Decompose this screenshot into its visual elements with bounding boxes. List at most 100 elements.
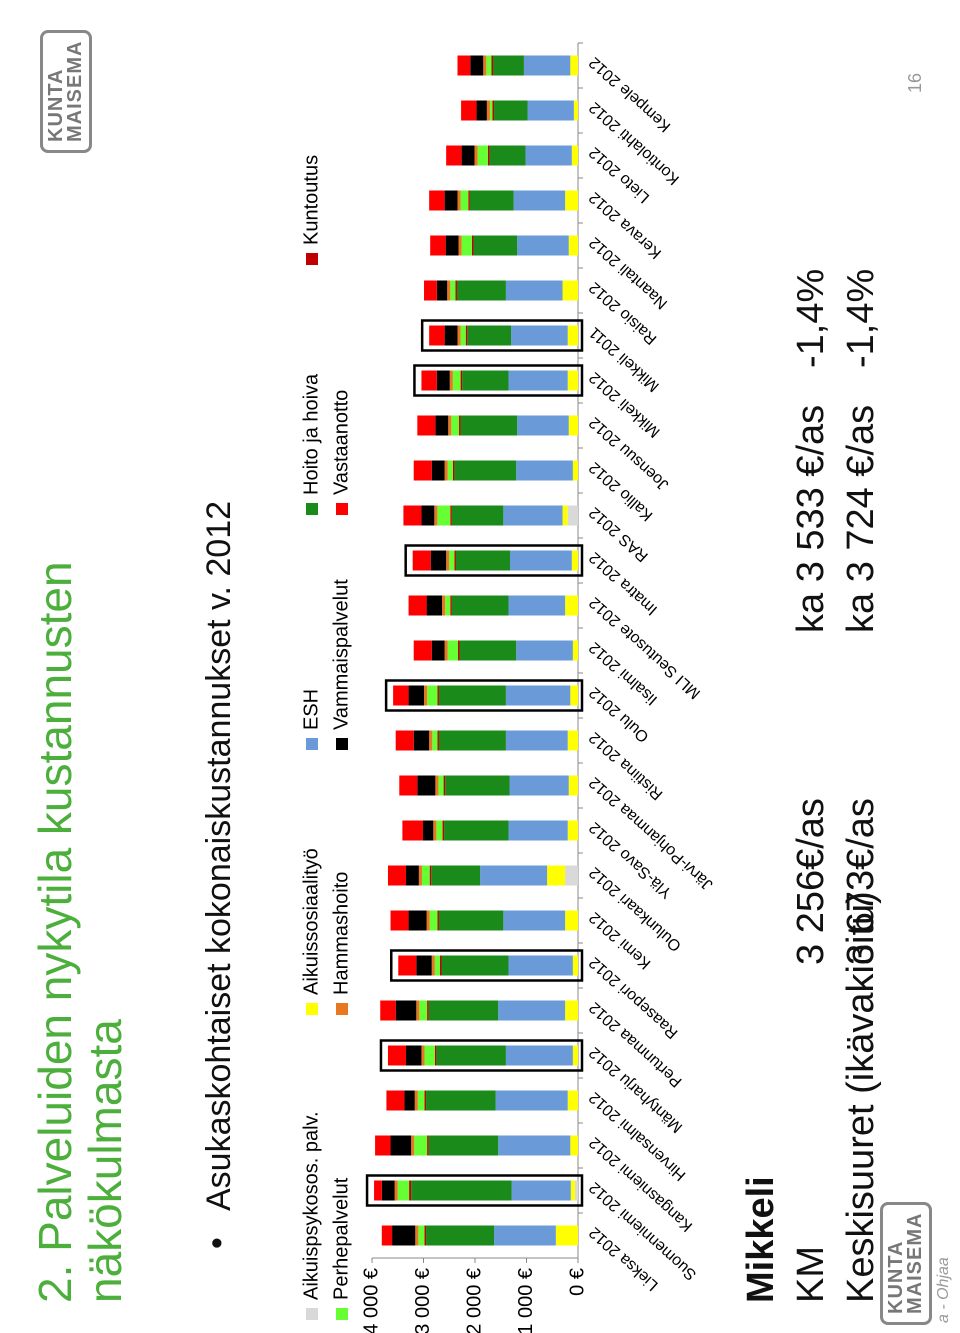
bar-segment — [393, 685, 409, 706]
bar-segment — [462, 370, 509, 391]
bar-segment — [483, 55, 487, 76]
bar-segment — [418, 1225, 425, 1246]
bar-segment — [480, 865, 548, 886]
bar-segment — [380, 1000, 396, 1021]
bar-segment — [444, 820, 509, 841]
bar-segment — [458, 640, 460, 661]
bar-segment — [442, 820, 445, 841]
bar-segment — [386, 1090, 405, 1111]
bar-segment — [447, 280, 451, 301]
bar-segment — [503, 505, 563, 526]
bar-segment — [421, 505, 435, 526]
bar-segment — [503, 910, 566, 931]
bar-segment — [409, 1180, 412, 1201]
bar-segment — [438, 730, 506, 751]
bar-segment — [430, 235, 446, 256]
bar-segment — [489, 145, 526, 166]
bar-segment — [434, 1045, 437, 1066]
bar-segment — [469, 190, 514, 211]
bar-segment — [570, 685, 579, 706]
bar-segment — [452, 370, 461, 391]
bar-segment — [404, 1090, 415, 1111]
bar-segment — [439, 955, 442, 976]
bar-segment — [525, 145, 572, 166]
bar-segment — [421, 370, 437, 391]
bar-segment — [413, 460, 432, 481]
bar-segment — [431, 865, 481, 886]
bar-segment — [568, 775, 578, 796]
legend-swatch — [306, 503, 318, 515]
bar-segment — [424, 1090, 427, 1111]
legend-label: Hammashoito — [330, 872, 352, 995]
bar-segment — [445, 235, 459, 256]
bar-segment — [567, 505, 579, 526]
bar-segment — [508, 955, 573, 976]
bar-segment — [445, 775, 510, 796]
bar-segment — [468, 190, 470, 211]
bar-segment — [565, 190, 578, 211]
bar-segment — [444, 460, 448, 481]
bar-segment — [438, 910, 504, 931]
bar-segment — [505, 1045, 573, 1066]
bar-segment — [413, 730, 430, 751]
bar-segment — [381, 1225, 393, 1246]
bar-segment — [454, 550, 456, 571]
bar-segment — [450, 280, 456, 301]
bar-segment — [517, 415, 569, 436]
bar-segment — [454, 460, 517, 481]
bar-segment — [429, 190, 445, 211]
bar-segment — [474, 145, 478, 166]
bar-segment — [567, 325, 579, 346]
bar-segment — [513, 190, 566, 211]
highlight-box — [413, 364, 584, 397]
legend-label: Kuntoutus — [300, 155, 322, 245]
bar-segment — [397, 1180, 410, 1201]
bar-segment — [394, 1180, 398, 1201]
bar-segment — [511, 325, 568, 346]
y-tick-label: 1 000 € — [515, 1268, 537, 1333]
bar-segment — [511, 1180, 571, 1201]
bar-segment — [455, 550, 511, 571]
legend-label: Vastaanotto — [330, 390, 352, 495]
bar-segment — [436, 1045, 506, 1066]
bar-segment — [424, 280, 437, 301]
bar-segment — [395, 730, 414, 751]
bar-segment — [516, 460, 573, 481]
bar-segment — [433, 820, 437, 841]
bar-segment — [421, 1045, 425, 1066]
bar-segment — [408, 685, 425, 706]
bar-segment — [508, 370, 568, 391]
bar-segment — [449, 370, 453, 391]
bar-segment — [555, 1225, 578, 1246]
bar-segment — [508, 820, 568, 841]
bar-segment — [429, 730, 433, 751]
bar-segment — [426, 1225, 495, 1246]
bar-segment — [476, 100, 487, 121]
bar-segment — [443, 775, 446, 796]
bar-segment — [461, 145, 475, 166]
bar-segment — [492, 100, 495, 121]
bar-segment — [486, 100, 490, 121]
bar-segment — [451, 505, 504, 526]
bar-segment — [494, 1225, 556, 1246]
bar-segment — [570, 55, 579, 76]
bar-segment — [571, 145, 579, 166]
bar-segment — [424, 685, 428, 706]
bar-segment — [426, 1090, 496, 1111]
bar-segment — [450, 595, 452, 616]
legend-swatch — [306, 253, 318, 265]
bar-segment — [516, 640, 573, 661]
bar-segment — [437, 910, 439, 931]
bar-segment — [437, 730, 439, 751]
legend-label: Hoito ja hoiva — [300, 373, 322, 495]
x-tick-label: Pertunmaa 2012 — [586, 998, 685, 1090]
bar-segment — [417, 775, 436, 796]
bar-segment — [442, 595, 446, 616]
bar-segment — [572, 955, 578, 976]
bar-segment — [427, 1000, 429, 1021]
bar-segment — [387, 865, 406, 886]
bar-segment — [567, 820, 579, 841]
bar-segment — [523, 55, 571, 76]
